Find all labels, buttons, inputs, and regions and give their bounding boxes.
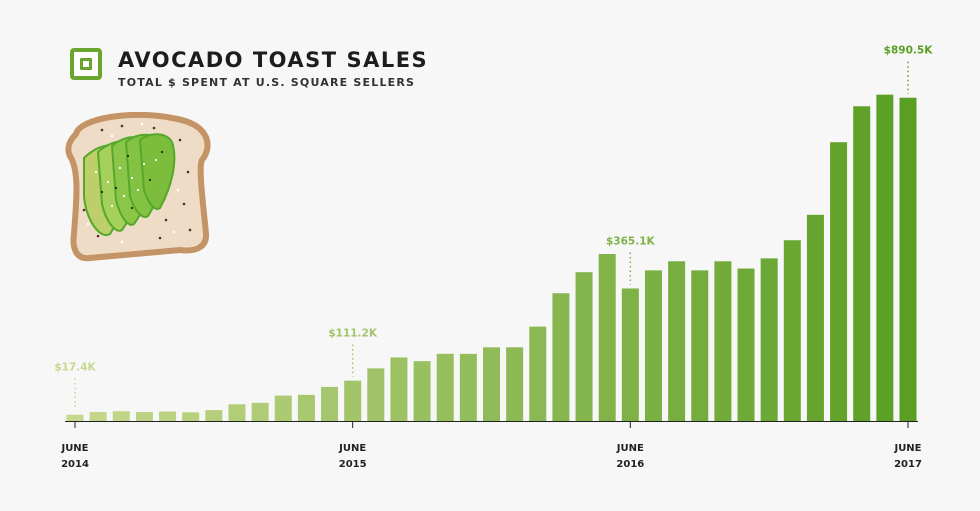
bar [598,254,616,421]
bar [66,414,84,421]
bar [89,411,107,421]
bar [552,293,570,421]
bar [899,97,917,421]
bar [459,353,477,421]
bar [274,395,292,421]
bar [483,347,500,421]
bar [621,288,639,421]
avocado-toast-illustration [65,112,211,262]
bar [668,261,686,421]
bar [691,270,709,421]
x-tick-label: JUNE [893,443,921,454]
bar [876,94,894,422]
bar [367,368,385,421]
bar [506,347,524,421]
bar [112,411,130,421]
bar [205,410,223,421]
data-label: $890.5K [884,45,934,57]
bar [159,411,177,421]
data-label: $365.1K [606,235,656,247]
x-tick-label: 2015 [339,459,367,470]
bar [783,240,801,421]
x-tick-label: 2014 [61,459,89,470]
chart-subtitle: TOTAL $ SPENT AT U.S. SQUARE SELLERS [118,76,416,89]
chart-title: AVOCADO TOAST SALES [118,48,429,72]
x-tick-label: JUNE [616,443,644,454]
bar [182,412,200,421]
bar [135,411,153,421]
x-tick-label: JUNE [338,443,366,454]
bar [251,402,269,421]
bar [413,361,431,421]
bar [228,404,246,421]
bar [737,268,755,421]
bar [529,326,547,421]
x-tick-label: 2016 [616,459,644,470]
bar [390,357,408,421]
bar [344,380,362,421]
bar [575,272,593,421]
square-logo-icon [70,48,102,80]
x-tick-label: 2017 [894,459,922,470]
data-label: $111.2K [328,328,378,340]
bar [321,386,339,421]
bar [644,270,662,421]
bar [714,261,732,421]
x-tick-label: JUNE [60,443,88,454]
bar [806,214,824,421]
bar [297,394,315,421]
data-label: $17.4K [54,362,96,374]
bar [760,258,778,421]
bar [853,106,871,422]
bar [436,353,454,421]
bar [830,142,848,421]
